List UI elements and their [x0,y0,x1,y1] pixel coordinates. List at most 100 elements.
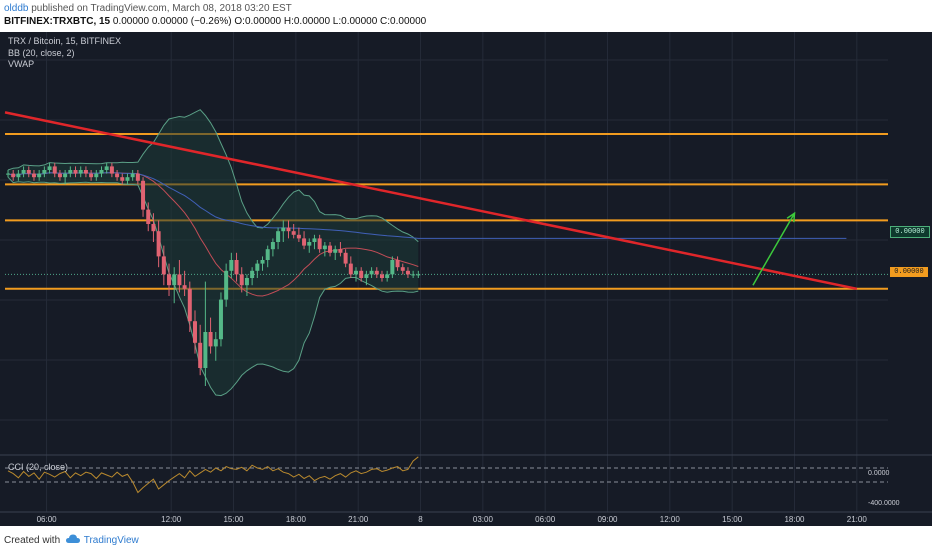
candle-body [182,285,187,289]
x-axis-tick-label: 8 [418,515,423,524]
candle-body [47,166,52,170]
candle-body [213,339,218,347]
cci-line [7,456,419,494]
candle-body [354,270,359,275]
candle-body [198,342,203,368]
bollinger-lower [7,176,419,397]
candle-body [156,231,161,257]
candle-body [78,170,83,174]
candle-body [104,166,109,170]
candle-body [359,270,364,278]
candle-body [369,270,374,275]
trendline [4,111,858,291]
candle-body [333,249,338,253]
candle-body [322,245,327,250]
footer: Created with TradingView [0,526,932,550]
candle-body [177,274,182,286]
candle-body [16,173,21,178]
chart-area[interactable] [0,32,932,526]
candle-body [26,170,31,174]
candle-body [239,274,244,286]
candle-body [317,238,322,250]
candle-body [68,170,73,174]
tradingview-brand[interactable]: TradingView [83,535,139,546]
candle-body [42,170,47,174]
created-with-text: Created with [4,535,61,546]
candle-body [120,177,125,181]
publish-header: olddb published on TradingView.com, Marc… [0,0,932,32]
last-price-label: 0.00000 [890,226,930,238]
candle-body [63,173,68,178]
author-link[interactable]: olddb [4,3,29,14]
candle-body [286,227,291,232]
candle-body [312,238,317,242]
candle-body [338,249,343,253]
symbol-line: BITFINEX:TRXBTC, 15 0.00000 0.00000 (−0.… [4,16,426,27]
legend-vwap[interactable]: VWAP [8,59,35,69]
candle-body [281,227,286,232]
candle-body [151,224,156,232]
x-axis-tick-label: 06:00 [535,515,556,524]
candle-body [416,274,421,276]
candle-body [234,260,239,275]
candle-body [379,274,384,278]
candle-body [364,274,369,278]
candle-body [411,274,416,276]
candle-body [328,245,333,253]
candle-body [265,249,270,260]
candle-body [343,252,348,264]
candle-body [307,242,312,246]
cci-axis-zero: 0.0000 [868,470,890,477]
candle-body [270,242,275,250]
candle-body [296,234,301,239]
candle-body [218,299,223,340]
candle-body [125,177,130,181]
candle-body [405,270,410,275]
candle-body [208,332,213,347]
bollinger-fill [8,109,419,396]
x-axis-tick-label: 09:00 [597,515,618,524]
candle-body [276,231,281,242]
candle-body [31,173,36,178]
candle-body [130,173,135,178]
candle-body [52,166,57,174]
symbol-name: BITFINEX:TRXBTC, 15 [4,16,111,27]
bollinger-upper [7,109,419,243]
x-axis-tick-label: 21:00 [846,515,867,524]
candle-body [291,231,296,235]
candle-body [187,288,192,322]
candle-body [374,270,379,275]
chart-legend: TRX / Bitcoin, 15, BITFINEX BB (20, clos… [8,36,121,71]
candle-body [250,270,255,278]
candle-body [6,173,10,175]
candle-body [395,260,400,268]
candle-body [94,173,99,178]
x-axis-tick-label: 18:00 [285,515,306,524]
candle-body [348,263,353,275]
cci-axis-min: -400.0000 [868,500,900,507]
candle-body [83,170,88,174]
level-price-label: 0.00000 [890,267,928,277]
candle-body [192,321,197,343]
legend-symbol[interactable]: TRX / Bitcoin, 15, BITFINEX [8,36,122,46]
tradingview-cloud-icon[interactable] [65,534,80,544]
candle-body [115,173,120,178]
candle-body [141,180,146,210]
candle-body [57,173,62,178]
candle-body [11,173,16,178]
x-axis-tick-label: 18:00 [784,515,805,524]
candle-body [224,270,229,300]
candle-body [161,256,166,275]
x-axis-tick-label: 15:00 [223,515,244,524]
cci-legend[interactable]: CCI (20, close) [8,462,69,472]
x-axis-tick-label: 12:00 [659,515,680,524]
candle-body [99,170,104,174]
x-axis-tick-label: 06:00 [36,515,57,524]
candle-body [385,274,390,278]
candle-body [21,170,26,174]
candle-body [203,332,208,368]
candle-body [172,274,177,286]
x-axis-tick-label: 12:00 [161,515,182,524]
legend-bb[interactable]: BB (20, close, 2) [8,47,75,58]
